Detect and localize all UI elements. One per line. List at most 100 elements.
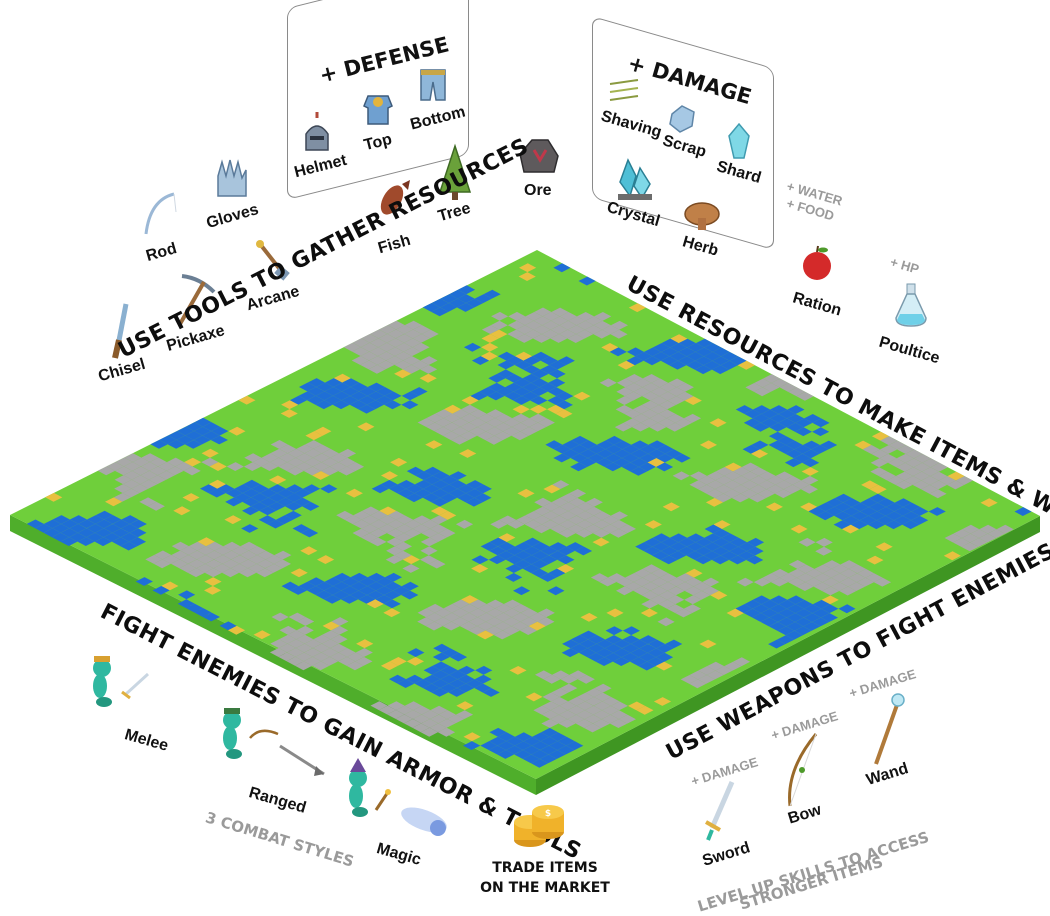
terrain-tile — [550, 697, 569, 706]
terrain-tile — [278, 462, 296, 471]
terrain-tile — [448, 688, 466, 697]
terrain-tile — [732, 484, 750, 494]
terrain-tile — [912, 480, 930, 490]
terrain-tile — [658, 418, 676, 428]
terrain-tile — [794, 626, 812, 636]
terrain-tile — [341, 586, 359, 595]
terrain-tile — [871, 449, 889, 459]
armor-bottom-icon — [420, 69, 446, 101]
terrain-tile — [625, 382, 643, 392]
terrain-tile — [802, 458, 820, 468]
terrain-tile — [508, 311, 526, 321]
terrain-tile — [609, 347, 627, 357]
terrain-tile — [469, 608, 487, 618]
terrain-tile — [441, 648, 459, 657]
terrain-tile — [721, 352, 739, 361]
terrain-tile — [617, 360, 635, 370]
terrain-tile — [677, 546, 696, 556]
terrain-tile — [531, 568, 549, 578]
terrain-tile — [438, 528, 456, 538]
terrain-tile — [503, 599, 521, 609]
terrain-tile — [702, 577, 720, 587]
terrain-tile — [669, 542, 687, 551]
terrain-tile — [548, 750, 566, 759]
terrain-tile — [390, 457, 408, 467]
terrain-tile — [367, 391, 385, 401]
terrain-tile — [120, 541, 138, 551]
terrain-tile — [380, 661, 398, 671]
terrain-tile — [697, 675, 715, 684]
terrain-tile — [757, 489, 775, 498]
terrain-tile — [295, 462, 313, 471]
terrain-tile — [95, 528, 113, 538]
terrain-tile — [758, 471, 776, 481]
terrain-tile — [751, 440, 769, 450]
terrain-tile — [449, 480, 467, 489]
terrain-tile — [397, 488, 415, 498]
terrain-tile — [641, 400, 659, 410]
terrain-tile — [248, 546, 266, 556]
terrain-tile — [497, 369, 515, 379]
terrain-tile — [346, 652, 365, 662]
terrain-tile — [268, 484, 286, 494]
terrain-tile — [522, 754, 540, 764]
terrain-tile — [244, 453, 262, 463]
terrain-tile — [711, 365, 729, 375]
terrain-tile — [584, 325, 603, 335]
terrain-tile — [579, 639, 597, 649]
terrain-tile — [222, 559, 240, 569]
terrain-tile — [461, 404, 479, 414]
terrain-tile — [669, 360, 687, 370]
terrain-tile — [652, 343, 670, 352]
terrain-tile — [431, 688, 449, 697]
terrain-tile — [601, 524, 619, 534]
terrain-tile — [258, 515, 276, 525]
terrain-tile — [358, 404, 376, 414]
terrain-tile — [395, 342, 413, 352]
terrain-tile — [661, 338, 679, 348]
terrain-tile — [270, 639, 288, 648]
terrain-tile — [542, 312, 560, 321]
terrain-tile — [315, 590, 333, 600]
terrain-tile — [743, 608, 761, 618]
terrain-tile — [618, 714, 636, 724]
terrain-tile — [567, 515, 585, 525]
terrain-tile — [703, 360, 721, 370]
terrain-tile — [770, 595, 788, 605]
terrain-tile — [303, 656, 321, 666]
terrain-tile — [483, 289, 501, 299]
terrain-tile — [953, 529, 971, 538]
terrain-tile — [366, 599, 384, 609]
terrain-tile — [558, 520, 577, 529]
terrain-tile — [402, 564, 420, 573]
terrain-tile — [267, 519, 285, 529]
terrain-tile — [747, 537, 765, 547]
terrain-tile — [468, 617, 486, 627]
terrain-tile — [911, 515, 929, 525]
terrain-tile — [651, 551, 670, 560]
terrain-tile — [380, 480, 398, 489]
terrain-tile — [576, 320, 594, 330]
terrain-tile — [375, 586, 393, 595]
terrain-tile — [505, 373, 523, 383]
terrain-tile — [531, 758, 549, 768]
terrain-tile — [512, 404, 530, 414]
terrain-tile — [182, 493, 200, 502]
terrain-tile — [657, 617, 675, 627]
terrain-tile — [339, 448, 357, 458]
terrain-tile — [867, 520, 886, 530]
terrain-tile — [604, 453, 622, 463]
terrain-tile — [515, 542, 533, 551]
terrain-tile — [817, 502, 835, 512]
terrain-tile — [426, 413, 444, 423]
terrain-tile — [584, 714, 602, 724]
terrain-tile — [217, 484, 235, 494]
terrain-tile — [592, 537, 610, 547]
terrain-tile — [317, 555, 335, 564]
terrain-tile — [491, 311, 509, 321]
terrain-tile — [848, 573, 866, 583]
terrain-tile — [176, 426, 195, 436]
terrain-tile — [726, 608, 744, 618]
terrain-tile — [683, 413, 702, 423]
terrain-tile — [578, 276, 596, 286]
